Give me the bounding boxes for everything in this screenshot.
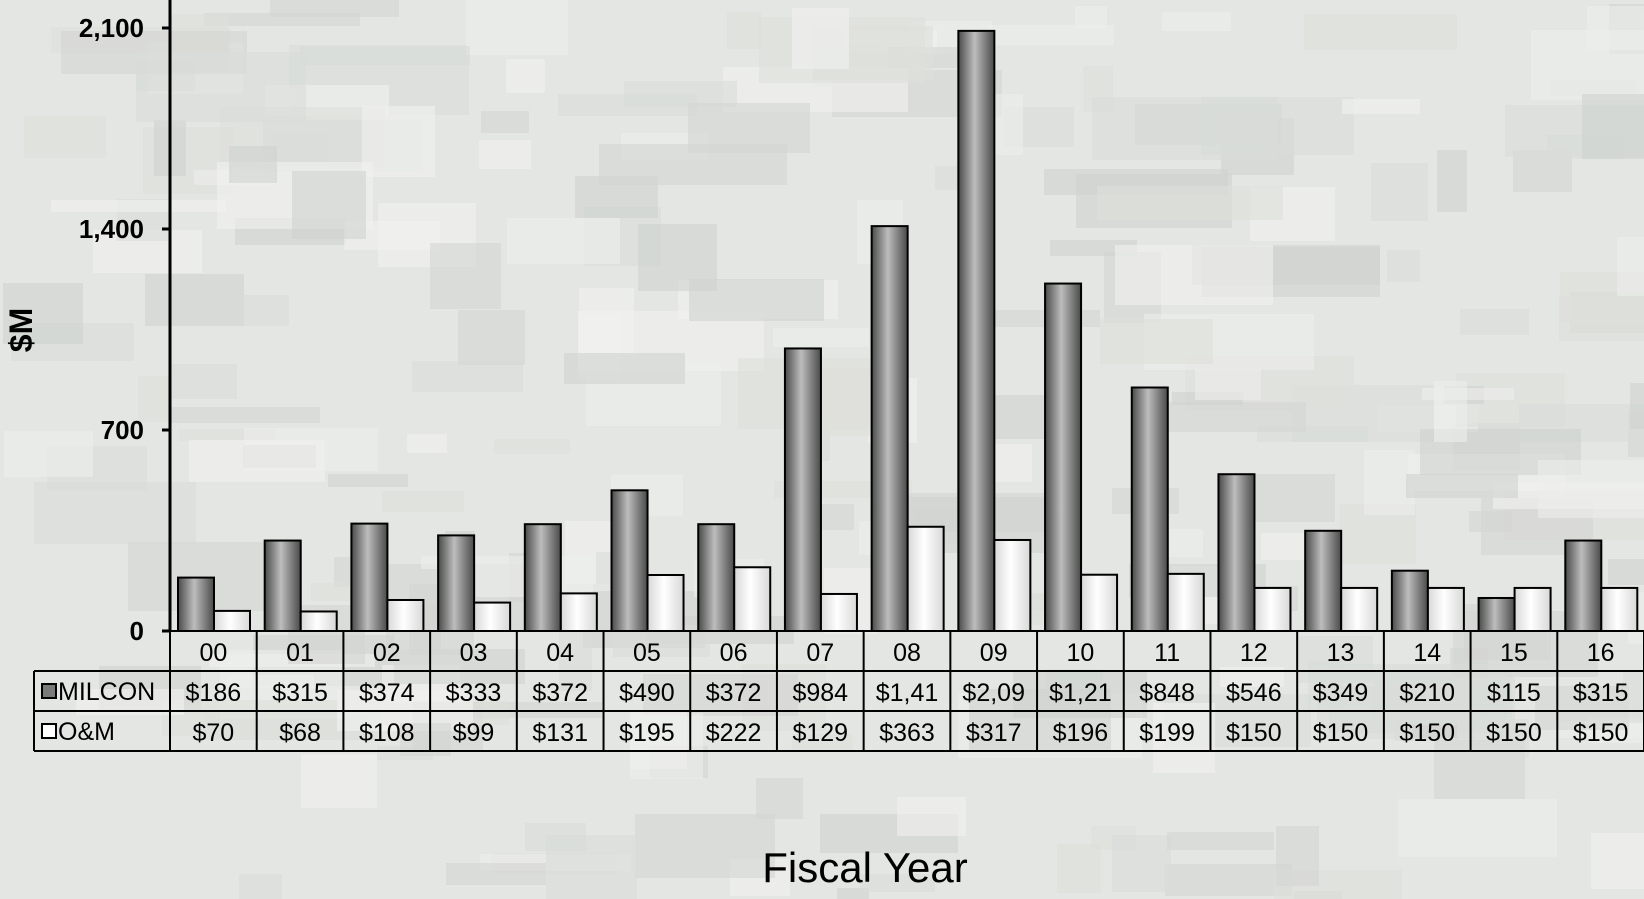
x-category-label: 06 (720, 639, 748, 667)
y-axis-label: $M (3, 308, 39, 352)
bar-om-08 (906, 525, 945, 633)
bar-om-15 (1513, 586, 1552, 633)
bars-layer (177, 29, 1639, 633)
bar-milcon-13 (1304, 529, 1343, 633)
x-category-label: 07 (806, 639, 834, 667)
bar-om-13 (1340, 586, 1379, 633)
data-label: $848 (1139, 679, 1195, 707)
bar-milcon-09 (957, 29, 996, 633)
y-tick-label: 700 (101, 415, 144, 445)
data-label: $115 (1487, 679, 1541, 707)
bar-om-00 (213, 609, 251, 633)
data-label: $150 (1573, 719, 1629, 747)
bar-om-10 (1080, 573, 1119, 632)
bar-milcon-15 (1477, 596, 1516, 633)
y-axis: 0 700 1,400 2,100 (79, 0, 172, 646)
data-label: $131 (532, 719, 588, 747)
data-label: $150 (1226, 719, 1282, 747)
bar-milcon-00 (177, 576, 215, 633)
bar-milcon-06 (697, 523, 736, 633)
x-category-label: 02 (373, 639, 401, 667)
y-tick-label: 0 (130, 616, 144, 646)
data-label: $372 (532, 679, 588, 707)
x-category-label: 14 (1413, 639, 1441, 667)
bar-om-07 (819, 592, 858, 632)
x-category-label: 05 (633, 639, 661, 667)
bar-om-11 (1166, 572, 1205, 633)
x-category-label: 15 (1500, 639, 1528, 667)
x-category-label: 03 (460, 639, 488, 667)
data-label: $196 (1053, 719, 1109, 747)
bar-milcon-02 (350, 522, 389, 633)
data-label: $70 (192, 719, 234, 747)
data-label: $315 (272, 679, 328, 707)
bar-milcon-07 (783, 347, 822, 632)
x-category-label: 13 (1327, 639, 1355, 667)
bar-om-01 (299, 610, 338, 633)
data-label: $210 (1399, 679, 1455, 707)
data-label: $195 (619, 719, 675, 747)
bar-om-14 (1426, 586, 1465, 633)
bar-om-04 (559, 592, 598, 632)
data-label: $317 (966, 719, 1022, 747)
bar-milcon-16 (1564, 539, 1603, 632)
data-label: $68 (279, 719, 321, 747)
data-label: $349 (1313, 679, 1369, 707)
legend-swatch (41, 723, 57, 739)
data-table: 00 01 02 03 04 05 06 07 08 09 10 11 12 13 14 15 16 MILCON… (33, 630, 1644, 752)
data-label: $150 (1313, 719, 1369, 747)
data-label: $150 (1399, 719, 1455, 747)
bar-milcon-12 (1217, 473, 1256, 632)
y-tick-label: 2,100 (79, 13, 144, 43)
data-label: $1,21 (1049, 679, 1112, 707)
bar-milcon-08 (870, 225, 909, 632)
bar-om-05 (646, 574, 685, 632)
bar-om-03 (473, 601, 512, 633)
bar-om-06 (733, 566, 772, 632)
x-category-label: 00 (199, 639, 227, 667)
data-label: $333 (446, 679, 502, 707)
bar-milcon-10 (1044, 282, 1083, 632)
bar-milcon-04 (523, 523, 562, 633)
bar-om-16 (1600, 586, 1639, 633)
data-label: $1,41 (876, 679, 939, 707)
data-label: $374 (359, 679, 415, 707)
x-category-label: 04 (546, 639, 574, 667)
data-label: $222 (706, 719, 762, 747)
data-label: $129 (792, 719, 848, 747)
bar-milcon-03 (437, 534, 476, 632)
y-tick-label: 1,400 (79, 214, 144, 244)
data-label: $199 (1139, 719, 1195, 747)
x-category-label: 08 (893, 639, 921, 667)
x-category-label: 10 (1067, 639, 1095, 667)
x-axis-label: Fiscal Year (762, 844, 967, 891)
bar-milcon-14 (1390, 569, 1429, 633)
data-label: $108 (359, 719, 415, 747)
data-label: $186 (186, 679, 242, 707)
legend-series-name: MILCON (58, 678, 155, 706)
data-label: $150 (1486, 719, 1542, 747)
legend-swatch (41, 683, 57, 699)
data-label: $490 (619, 679, 675, 707)
x-category-label: 01 (286, 639, 314, 667)
bar-milcon-11 (1130, 386, 1169, 633)
x-category-label: 09 (980, 639, 1008, 667)
bar-om-02 (386, 598, 425, 633)
data-label: $546 (1226, 679, 1282, 707)
x-category-label: 16 (1587, 639, 1615, 667)
data-label: $2,09 (962, 679, 1025, 707)
data-label: $363 (879, 719, 935, 747)
bar-om-12 (1253, 586, 1292, 633)
data-label: $99 (453, 719, 495, 747)
legend-series-name: O&M (58, 718, 115, 746)
bar-milcon-05 (610, 489, 649, 632)
data-label: $315 (1573, 679, 1629, 707)
x-category-label: 11 (1154, 639, 1180, 667)
x-category-label: 12 (1240, 639, 1268, 667)
data-label: $372 (706, 679, 762, 707)
bar-milcon-01 (263, 539, 302, 632)
data-label: $984 (792, 679, 848, 707)
bar-om-09 (993, 538, 1032, 632)
